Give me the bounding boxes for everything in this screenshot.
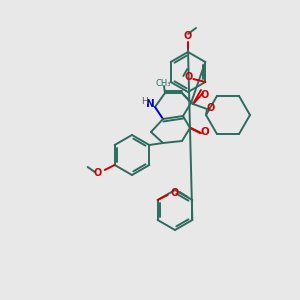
- Text: O: O: [201, 90, 209, 100]
- Text: H: H: [142, 97, 148, 106]
- Text: O: O: [94, 168, 102, 178]
- Text: N: N: [146, 99, 154, 109]
- Text: O: O: [184, 31, 192, 41]
- Text: O: O: [207, 103, 215, 113]
- Text: O: O: [201, 127, 209, 137]
- Text: O: O: [171, 188, 179, 198]
- Text: O: O: [184, 72, 192, 82]
- Text: CH₃: CH₃: [155, 80, 171, 88]
